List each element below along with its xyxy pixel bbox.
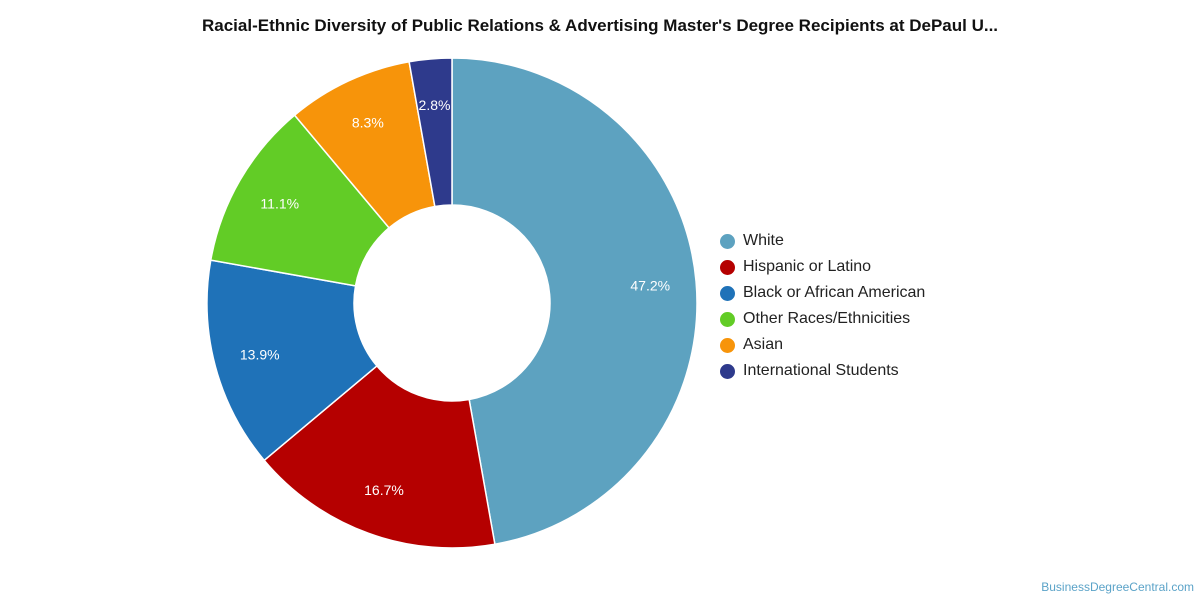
legend-item[interactable]: Hispanic or Latino: [720, 254, 925, 280]
slice-label: 2.8%: [419, 97, 451, 113]
legend-item[interactable]: Asian: [720, 332, 925, 358]
legend-label: Other Races/Ethnicities: [743, 310, 911, 327]
legend-item[interactable]: White: [720, 228, 925, 254]
legend-swatch-icon: [720, 259, 735, 275]
slice-label: 47.2%: [630, 278, 670, 294]
legend-label: Asian: [743, 336, 784, 353]
slice-label: 16.7%: [364, 482, 404, 498]
slice-label: 13.9%: [240, 346, 280, 362]
legend-item[interactable]: Other Races/Ethnicities: [720, 306, 925, 332]
slice-label: 8.3%: [352, 115, 384, 131]
legend-swatch-icon: [720, 311, 735, 327]
legend-item[interactable]: Black or African American: [720, 280, 925, 306]
slice-black-or-african-american[interactable]: [206, 259, 378, 462]
legend-swatch-icon: [720, 285, 735, 301]
chart-title: Racial-Ethnic Diversity of Public Relati…: [201, 16, 999, 35]
slice-international-students[interactable]: [408, 57, 453, 208]
legend-label: Hispanic or Latino: [743, 258, 872, 275]
legend-swatch-icon: [720, 363, 735, 379]
legend-label: Black or African American: [743, 284, 926, 301]
chart-legend: White Hispanic or Latino Black or African …: [720, 228, 925, 384]
slice-label: 11.1%: [260, 195, 299, 211]
slice-other-races-ethnicities[interactable]: [209, 114, 391, 287]
legend-label: International Students: [743, 362, 899, 379]
slice-white[interactable]: [451, 57, 698, 546]
slice-hispanic-or-latino[interactable]: [263, 364, 496, 549]
legend-item[interactable]: International Students: [720, 358, 925, 384]
legend-swatch-icon: [720, 337, 735, 353]
legend-label: White: [743, 232, 784, 249]
legend-swatch-icon: [720, 233, 735, 249]
source-credit[interactable]: BusinessDegreeCentral.com: [1041, 580, 1194, 594]
